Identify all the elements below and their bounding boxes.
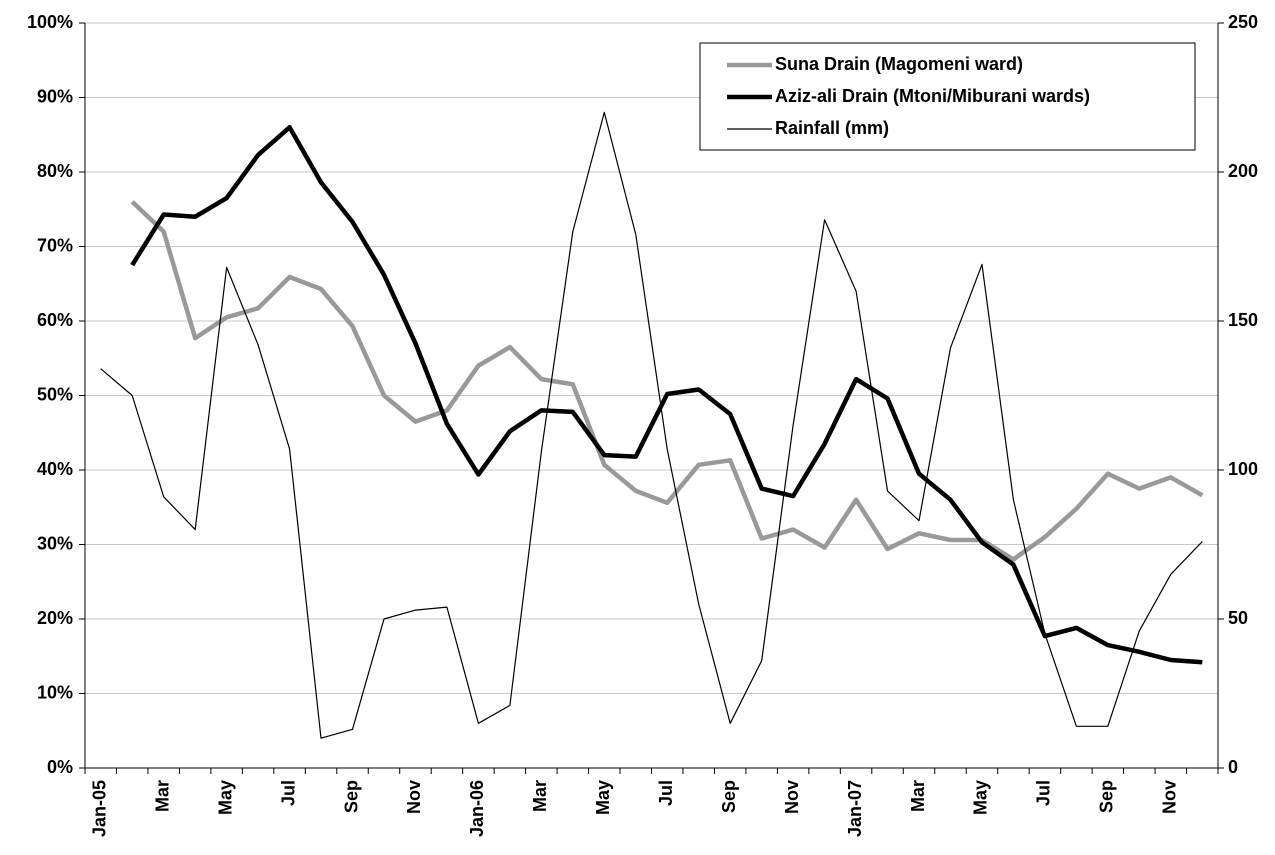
y2-tick-label: 150 xyxy=(1228,310,1258,330)
x-tick-label: Mar xyxy=(908,780,928,812)
y2-tick-label: 0 xyxy=(1228,757,1238,777)
series-line xyxy=(100,111,1203,739)
x-tick-label: Jul xyxy=(656,780,676,806)
x-tick-label: Sep xyxy=(719,780,739,813)
series-line xyxy=(130,125,1203,665)
series-line xyxy=(130,200,1204,562)
y-tick-label: 10% xyxy=(37,682,73,702)
y-tick-label: 90% xyxy=(37,86,73,106)
legend-box xyxy=(699,42,1196,151)
x-tick-label: Sep xyxy=(1097,780,1117,813)
x-tick-label: Nov xyxy=(404,780,424,814)
x-tick-label: Mar xyxy=(530,780,550,812)
x-tick-label: Mar xyxy=(152,780,172,812)
y-tick-label: 60% xyxy=(37,310,73,330)
y-tick-label: 70% xyxy=(37,235,73,255)
y2-tick-label: 200 xyxy=(1228,161,1258,181)
y2-tick-label: 50 xyxy=(1228,608,1248,628)
x-tick-label: May xyxy=(971,780,991,815)
y2-tick-label: 100 xyxy=(1228,459,1258,479)
x-tick-label: Jan-07 xyxy=(845,780,865,837)
x-tick-label: Nov xyxy=(1160,780,1180,814)
y-tick-label: 20% xyxy=(37,608,73,628)
legend-label: Suna Drain (Magomeni ward) xyxy=(775,54,1023,74)
y-tick-label: 0% xyxy=(47,757,73,777)
x-tick-label: Jul xyxy=(278,780,298,806)
y-tick-label: 80% xyxy=(37,161,73,181)
x-tick-label: Jan-05 xyxy=(89,780,109,837)
x-tick-label: May xyxy=(215,780,235,815)
y-tick-label: 40% xyxy=(37,459,73,479)
legend-label: Rainfall (mm) xyxy=(775,118,889,138)
x-tick-label: Nov xyxy=(782,780,802,814)
x-tick-label: Jul xyxy=(1034,780,1054,806)
y-tick-label: 100% xyxy=(27,12,73,32)
y-tick-label: 50% xyxy=(37,384,73,404)
y-tick-label: 30% xyxy=(37,533,73,553)
legend-label: Aziz-ali Drain (Mtoni/Miburani wards) xyxy=(775,86,1090,106)
x-tick-label: May xyxy=(593,780,613,815)
x-tick-label: Jan-06 xyxy=(467,780,487,837)
y2-tick-label: 250 xyxy=(1228,12,1258,32)
x-tick-label: Sep xyxy=(341,780,361,813)
